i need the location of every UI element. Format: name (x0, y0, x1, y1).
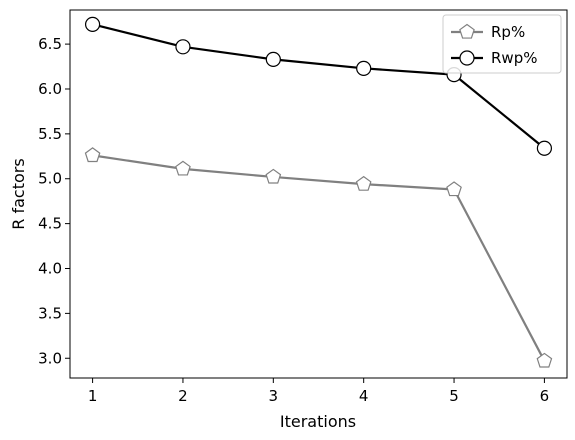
y-tick-label: 4.0 (38, 259, 62, 277)
legend-marker-rp (459, 23, 475, 39)
legend-label-rp: Rp% (491, 23, 525, 41)
y-tick-label: 3.5 (38, 304, 62, 322)
series-line-0 (92, 154, 546, 362)
plot-frame (69, 9, 568, 379)
data-point (175, 160, 191, 176)
data-point (265, 51, 281, 67)
legend-label-rwp: Rwp% (491, 49, 537, 67)
data-point (265, 168, 282, 184)
data-point (446, 181, 462, 197)
series-layer (84, 16, 553, 368)
data-point (175, 39, 191, 55)
y-tick-label: 5.5 (38, 125, 62, 143)
legend-marker-rwp (459, 50, 475, 66)
x-tick-label: 1 (88, 387, 98, 405)
legend: Rp% Rwp% (442, 14, 562, 74)
x-axis-title: Iterations (280, 412, 356, 431)
y-axis: 3.0 3.5 4.0 4.5 5.0 5.5 6.0 6.5 (38, 35, 70, 367)
data-point (355, 175, 372, 191)
x-tick-label: 3 (269, 387, 279, 405)
y-tick-label: 6.0 (38, 80, 62, 98)
data-point (536, 140, 553, 156)
y-tick-label: 3.0 (38, 349, 62, 367)
series-line-1 (92, 23, 546, 150)
y-tick-label: 5.0 (38, 170, 62, 188)
x-tick-label: 2 (178, 387, 188, 405)
x-axis: 1 2 3 4 5 6 (88, 378, 549, 405)
x-tick-label: 4 (359, 387, 369, 405)
x-tick-label: 6 (540, 387, 550, 405)
data-point (84, 16, 101, 32)
data-point (356, 60, 372, 76)
data-point (84, 147, 101, 163)
y-tick-label: 4.5 (38, 215, 62, 233)
x-tick-label: 5 (449, 387, 459, 405)
data-point (536, 352, 553, 368)
y-tick-label: 6.5 (38, 35, 62, 53)
y-axis-title: R factors (9, 158, 28, 229)
